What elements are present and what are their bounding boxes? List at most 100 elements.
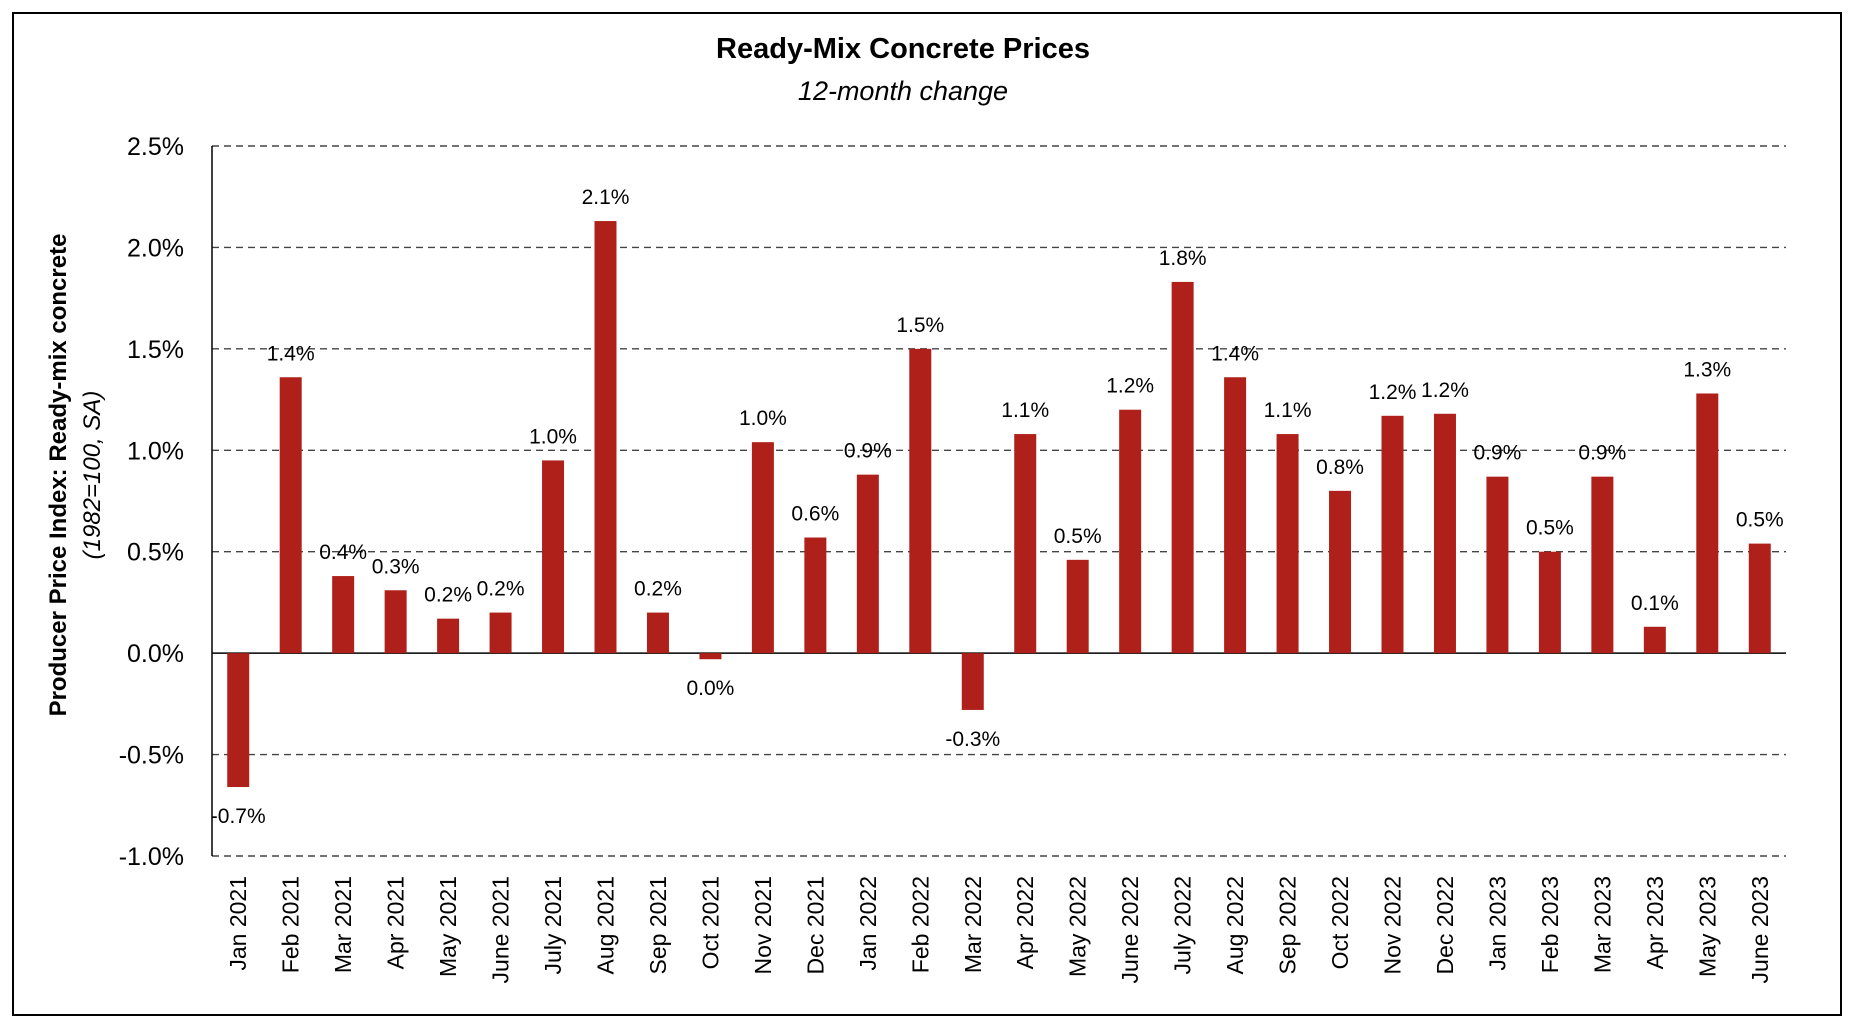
bar bbox=[384, 590, 407, 654]
x-tick-label: Dec 2021 bbox=[802, 876, 828, 974]
bar bbox=[1643, 626, 1666, 654]
data-label: 1.2% bbox=[1369, 381, 1417, 404]
data-label: 0.9% bbox=[1473, 442, 1521, 465]
x-tick-label: Feb 2022 bbox=[907, 876, 933, 973]
data-label: -0.7% bbox=[211, 805, 266, 828]
data-label: 2.1% bbox=[582, 186, 630, 209]
x-tick-label: Mar 2023 bbox=[1589, 876, 1615, 973]
data-label: 0.5% bbox=[1736, 509, 1784, 532]
bar bbox=[594, 221, 617, 654]
axes bbox=[211, 146, 1786, 856]
y-axis-sublabel: (1982=100, SA) bbox=[79, 391, 106, 560]
data-label: 1.8% bbox=[1159, 247, 1207, 270]
x-tick-label: July 2021 bbox=[540, 876, 566, 974]
bar bbox=[279, 377, 302, 654]
chart-title: Ready-Mix Concrete Prices bbox=[716, 33, 1090, 65]
bar bbox=[909, 348, 932, 654]
x-tick-label: Nov 2022 bbox=[1380, 876, 1406, 974]
bar bbox=[751, 442, 774, 654]
data-label: 0.2% bbox=[477, 578, 525, 601]
gridlines bbox=[212, 145, 1786, 857]
data-label: 1.3% bbox=[1683, 358, 1731, 381]
x-tick-label: Sep 2021 bbox=[645, 876, 671, 974]
x-tick-label: Nov 2021 bbox=[750, 876, 776, 974]
x-tick-label: July 2022 bbox=[1170, 876, 1196, 974]
x-tick-label: May 2023 bbox=[1694, 876, 1720, 977]
bar bbox=[1066, 559, 1089, 654]
y-axis-label: Producer Price Index: Ready-mix concrete bbox=[45, 234, 72, 717]
x-tick-label: Dec 2022 bbox=[1432, 876, 1458, 974]
bar bbox=[856, 474, 879, 654]
x-tick-label: Mar 2021 bbox=[330, 876, 356, 973]
y-axis-title: Producer Price Index: Ready-mix concrete… bbox=[45, 234, 106, 717]
data-label: 1.2% bbox=[1421, 379, 1469, 402]
data-label: 0.5% bbox=[1526, 517, 1574, 540]
bar bbox=[437, 618, 460, 654]
data-label: 1.0% bbox=[739, 407, 787, 430]
x-tick-label: Feb 2021 bbox=[278, 876, 304, 973]
x-tick-label: June 2023 bbox=[1747, 876, 1773, 983]
bar bbox=[646, 612, 669, 654]
bar bbox=[1381, 415, 1404, 654]
bar bbox=[1171, 281, 1194, 654]
y-tick-label: 0.0% bbox=[127, 640, 184, 668]
x-tick-label: Apr 2023 bbox=[1642, 876, 1668, 969]
bar bbox=[699, 653, 722, 660]
data-label: 0.1% bbox=[1631, 592, 1679, 615]
data-label: 1.0% bbox=[529, 425, 577, 448]
bar bbox=[804, 537, 827, 654]
data-label: 0.2% bbox=[634, 578, 682, 601]
x-axis-ticks: Jan 2021 Feb 2021 Mar 2021 Apr 2021 May 2021… bbox=[225, 876, 1773, 983]
chart-subtitle: 12-month change bbox=[798, 76, 1008, 106]
x-tick-label: Mar 2022 bbox=[960, 876, 986, 973]
data-label: 0.8% bbox=[1316, 456, 1364, 479]
data-label: 0.0% bbox=[686, 677, 734, 700]
data-label: 0.3% bbox=[372, 555, 420, 578]
y-tick-label: -0.5% bbox=[119, 742, 184, 770]
data-label: 0.4% bbox=[319, 541, 367, 564]
bar bbox=[1276, 434, 1299, 654]
x-tick-label: Oct 2022 bbox=[1327, 876, 1353, 969]
x-tick-label: Apr 2022 bbox=[1012, 876, 1038, 969]
bar bbox=[1433, 413, 1456, 654]
data-label: 0.9% bbox=[1578, 442, 1626, 465]
data-labels: -0.7%1.4%0.4%0.3%0.2% 0.2%1.0%2.1%0.2%0.0… bbox=[211, 186, 1784, 828]
data-label: 0.9% bbox=[844, 440, 892, 463]
x-tick-label: Aug 2022 bbox=[1222, 876, 1248, 974]
bar bbox=[1119, 409, 1142, 654]
x-tick-label: Apr 2021 bbox=[383, 876, 409, 969]
y-tick-label: 1.0% bbox=[127, 437, 184, 465]
x-tick-label: Feb 2023 bbox=[1537, 876, 1563, 973]
bar bbox=[227, 653, 250, 788]
y-tick-label: 0.5% bbox=[127, 539, 184, 567]
data-label: 1.4% bbox=[267, 342, 315, 365]
data-label: 1.2% bbox=[1106, 375, 1154, 398]
data-label: 1.4% bbox=[1211, 342, 1259, 365]
bar bbox=[332, 576, 355, 654]
y-axis-ticks: -1.0% -0.5% 0.0% 0.5% 1.0% 1.5% 2.0% 2.5% bbox=[119, 133, 184, 871]
y-tick-label: -1.0% bbox=[119, 843, 184, 871]
bar bbox=[489, 612, 512, 654]
data-label: 0.5% bbox=[1054, 525, 1102, 548]
bar bbox=[1538, 551, 1561, 654]
x-tick-label: June 2022 bbox=[1117, 876, 1143, 983]
bar bbox=[1014, 434, 1037, 654]
y-tick-label: 2.0% bbox=[127, 234, 184, 262]
x-tick-label: Jan 2022 bbox=[855, 876, 881, 971]
data-label: 0.6% bbox=[791, 503, 839, 526]
x-tick-label: May 2022 bbox=[1065, 876, 1091, 977]
data-label: 1.1% bbox=[1264, 399, 1312, 422]
bar bbox=[1486, 476, 1509, 654]
x-tick-label: May 2021 bbox=[435, 876, 461, 977]
x-tick-label: Oct 2021 bbox=[697, 876, 723, 969]
x-tick-label: June 2021 bbox=[488, 876, 514, 983]
bar bbox=[1696, 393, 1719, 654]
bar bbox=[961, 653, 984, 710]
x-tick-label: Jan 2021 bbox=[225, 876, 251, 971]
data-label: 1.5% bbox=[896, 314, 944, 337]
y-tick-label: 1.5% bbox=[127, 336, 184, 364]
bar bbox=[1591, 476, 1614, 654]
data-label: 1.1% bbox=[1001, 399, 1049, 422]
data-label: 0.2% bbox=[424, 584, 472, 607]
